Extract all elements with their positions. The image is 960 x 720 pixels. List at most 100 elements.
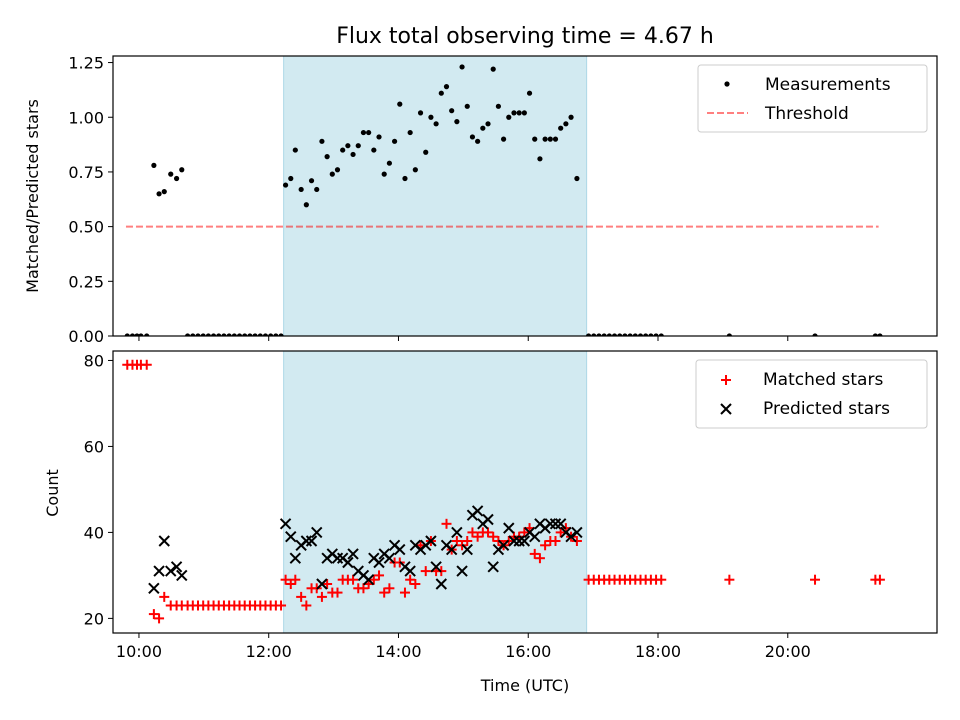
predicted-point-b (544, 518, 557, 530)
predicted-point-b (311, 526, 323, 539)
matched-point (332, 587, 343, 598)
y-tick-label: 40 (84, 523, 104, 542)
predicted-point-b (148, 582, 160, 594)
measurement-point (371, 147, 377, 153)
axes-frame (112, 350, 938, 634)
matched-point (571, 536, 582, 547)
measurement-point (558, 125, 564, 131)
observing-span (283, 55, 588, 337)
predicted-point-b (331, 552, 344, 564)
matched-point (540, 540, 551, 551)
predicted-point-b (461, 543, 473, 556)
predicted-point (571, 526, 583, 539)
measurement-point (601, 333, 607, 336)
predicted-point-b (513, 535, 525, 547)
measurement-point (210, 333, 217, 336)
predicted-point-b (383, 552, 396, 564)
measurement-point (877, 333, 883, 336)
predicted-point-b (487, 561, 499, 573)
predicted-point-b (425, 535, 437, 547)
predicted-point (148, 582, 160, 594)
predicted-point-b (305, 535, 318, 547)
measurement-point (653, 333, 659, 336)
predicted-point-b (342, 556, 354, 569)
measurement-point (606, 333, 612, 336)
y-tick-label: 0.25 (68, 272, 104, 291)
predicted-point (289, 552, 302, 564)
measurement-point (366, 129, 372, 136)
chart-title: Flux total observing time = 4.67 h (336, 24, 714, 49)
measurement-point (397, 101, 403, 107)
measurement-point (563, 121, 569, 127)
measurement-point (195, 333, 201, 336)
bottom-ylabel: Count (43, 469, 62, 517)
measurement-point (516, 110, 522, 116)
matched-point (483, 527, 494, 538)
matched-point (154, 613, 165, 624)
y-tick-label: 0.00 (68, 327, 104, 346)
measurement-point (574, 175, 580, 182)
measurement-point (190, 333, 196, 336)
matched-point (358, 583, 369, 594)
predicted-point (497, 539, 510, 552)
predicted-point-b (482, 513, 494, 526)
predicted-point (362, 573, 375, 586)
x-tick-label: 16:00 (505, 642, 551, 661)
measurement-point (812, 333, 818, 336)
legend-measurement-label: Measurements (765, 75, 891, 95)
predicted-point (300, 535, 313, 547)
predicted-point-b (549, 518, 562, 530)
matched-point (368, 574, 379, 585)
predicted-point-b (285, 531, 297, 543)
measurement-point (298, 186, 304, 193)
matched-point (519, 527, 530, 538)
legend-matched-marker (721, 375, 731, 385)
measurement-point (407, 129, 413, 136)
measurement-point (658, 333, 664, 336)
measurement-point (532, 136, 538, 142)
bottom-legend-frame (695, 359, 928, 429)
measurement-point (643, 333, 649, 336)
measurement-point (637, 333, 644, 336)
predicted-point (342, 556, 354, 569)
measurement-point (355, 143, 361, 149)
matched-point (374, 570, 385, 581)
matched-point (488, 531, 499, 542)
measurement-point (292, 147, 298, 153)
matched-point (656, 574, 667, 585)
measurement-point (360, 129, 367, 136)
matched-point (296, 591, 307, 602)
measurement-point (617, 333, 623, 336)
measurement-point (449, 108, 455, 114)
y-tick-label: 20 (84, 609, 104, 628)
measurement-point (591, 333, 597, 336)
measurement-point (459, 64, 465, 70)
legend-predicted-marker (720, 403, 732, 415)
measurement-point (495, 103, 501, 109)
matched-point (451, 536, 462, 547)
predicted-point (285, 531, 297, 543)
predicted-point-b (347, 548, 359, 560)
predicted-point (170, 561, 183, 573)
predicted-point (305, 535, 318, 547)
predicted-point-b (373, 556, 385, 569)
matched-point (348, 574, 359, 585)
matched-point (384, 583, 395, 594)
measurement-point (124, 333, 130, 336)
measurement-point (205, 333, 211, 336)
x-tick-label: 14:00 (375, 642, 421, 661)
measurement-point (334, 167, 341, 173)
predicted-point-b (571, 526, 583, 539)
predicted-point (158, 535, 170, 547)
measurement-point (412, 167, 418, 173)
matched-point (529, 548, 540, 559)
measurement-point (500, 136, 507, 142)
measurement-point (386, 160, 392, 166)
matched-point (441, 518, 452, 529)
predicted-point (554, 518, 567, 530)
measurement-point (329, 171, 335, 177)
measurement-point (552, 136, 559, 142)
y-tick-label: 80 (84, 351, 104, 370)
predicted-point-b (445, 543, 458, 556)
